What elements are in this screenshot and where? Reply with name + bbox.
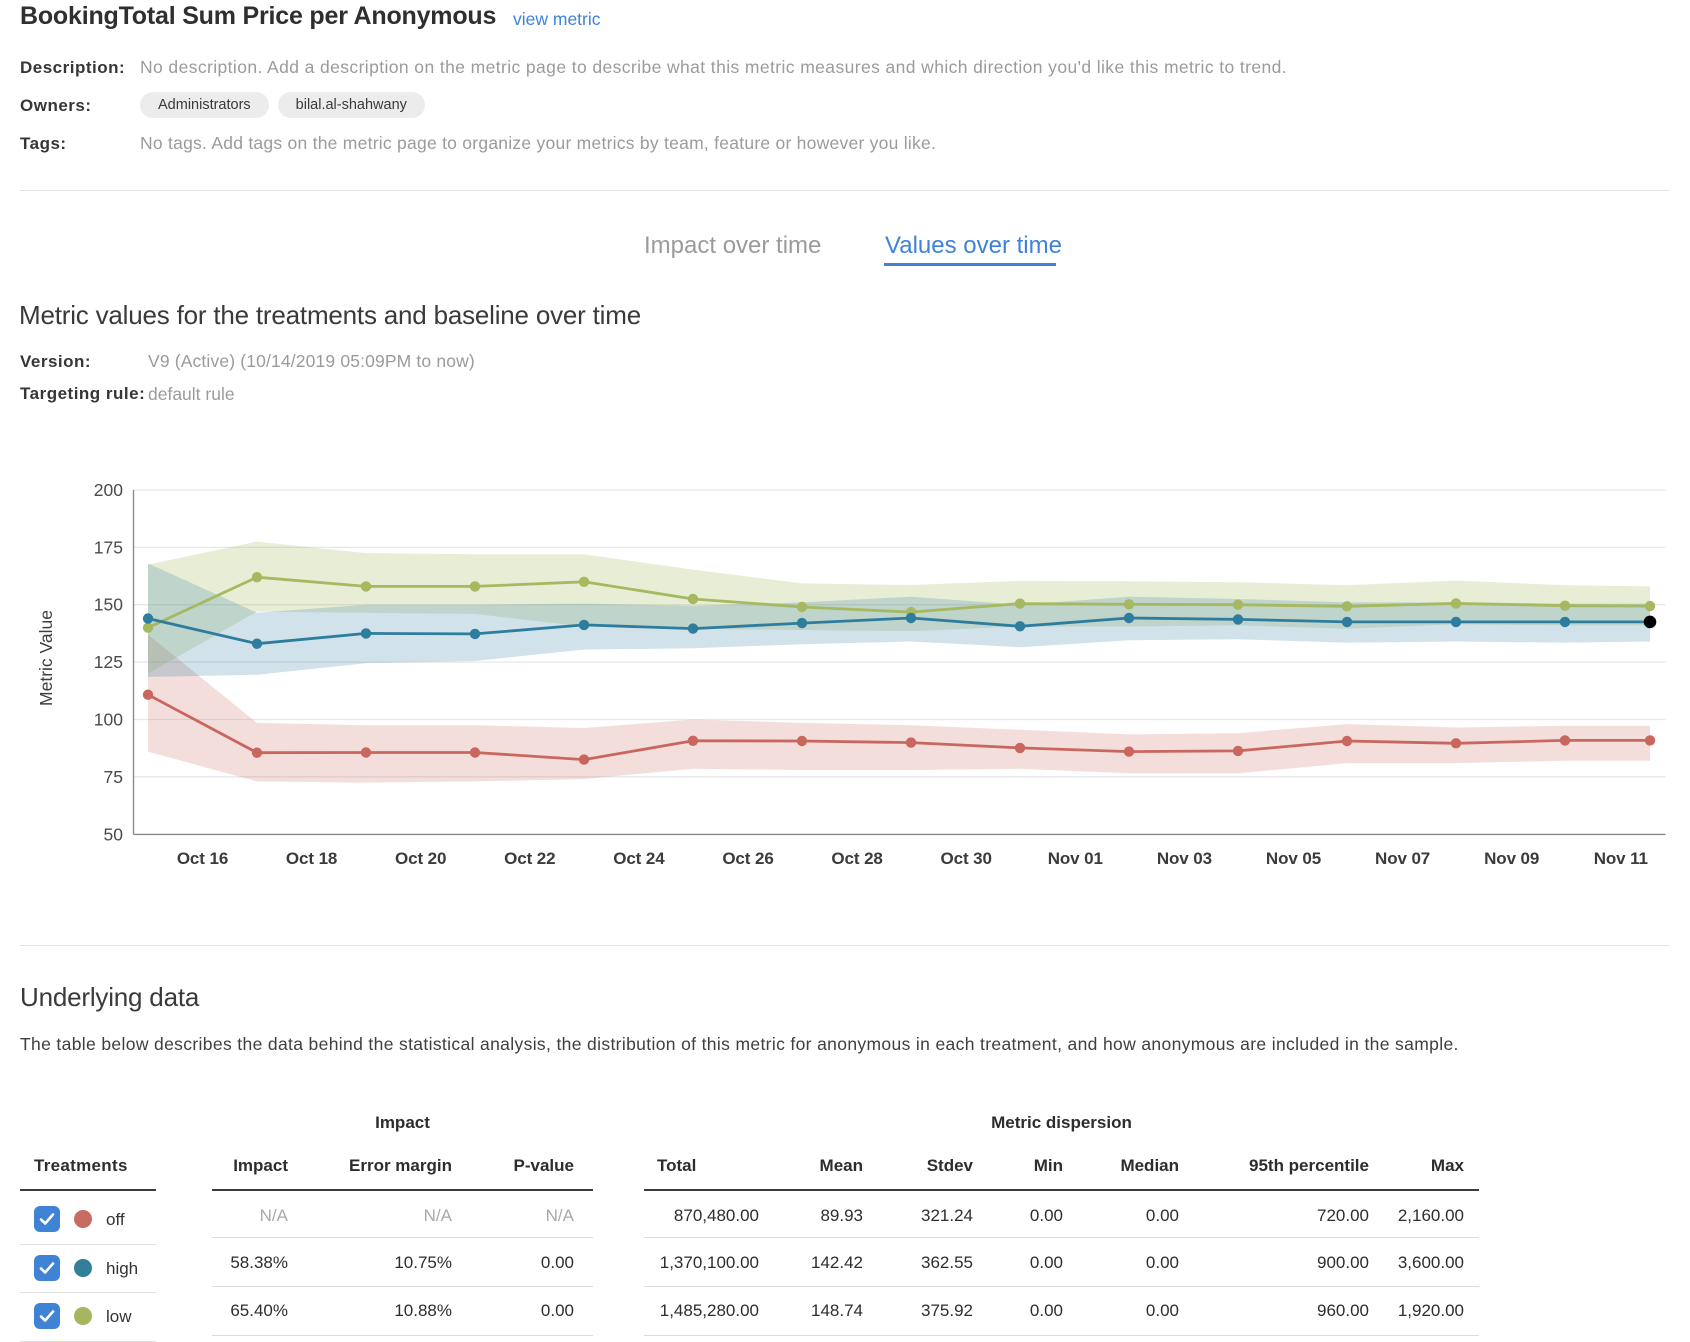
svg-text:Oct 16: Oct 16 [177, 849, 228, 868]
svg-text:Oct 30: Oct 30 [941, 849, 992, 868]
svg-text:Nov 09: Nov 09 [1484, 849, 1539, 868]
svg-text:Oct 28: Oct 28 [831, 849, 882, 868]
svg-text:Oct 24: Oct 24 [613, 849, 665, 868]
svg-text:Nov 01: Nov 01 [1048, 849, 1103, 868]
svg-text:100: 100 [94, 710, 123, 730]
svg-text:Metric Value: Metric Value [36, 610, 56, 706]
svg-text:Nov 07: Nov 07 [1375, 849, 1430, 868]
svg-text:Oct 22: Oct 22 [504, 849, 555, 868]
svg-text:Oct 20: Oct 20 [395, 849, 446, 868]
svg-text:50: 50 [104, 824, 124, 844]
svg-text:Oct 18: Oct 18 [286, 849, 337, 868]
svg-text:Nov 05: Nov 05 [1266, 849, 1321, 868]
svg-text:Nov 03: Nov 03 [1157, 849, 1212, 868]
svg-text:Nov 11: Nov 11 [1594, 849, 1648, 868]
svg-text:Oct 26: Oct 26 [722, 849, 773, 868]
svg-text:175: 175 [94, 537, 123, 557]
svg-text:200: 200 [94, 480, 123, 500]
svg-text:125: 125 [94, 652, 123, 672]
svg-text:75: 75 [104, 767, 123, 787]
svg-text:150: 150 [94, 595, 123, 615]
